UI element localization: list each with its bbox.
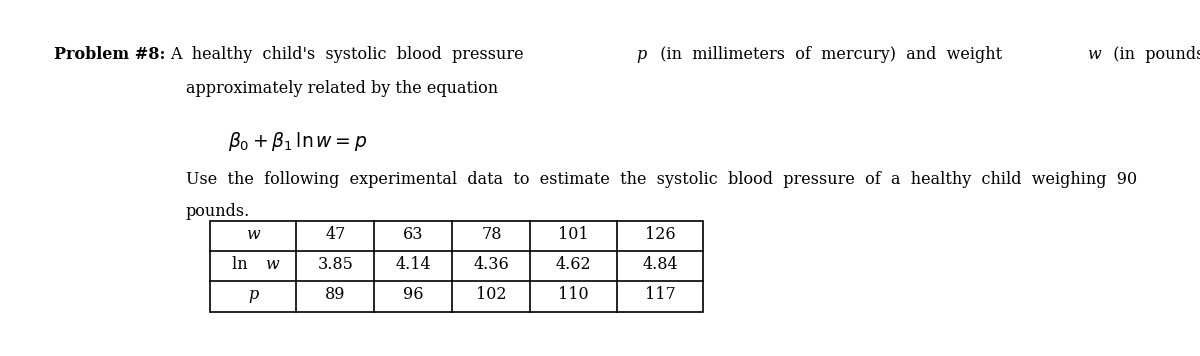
Text: Use  the  following  experimental  data  to  estimate  the  systolic  blood  pre: Use the following experimental data to e… [186,171,1138,188]
Text: 4.36: 4.36 [474,256,509,273]
Text: pounds.: pounds. [186,203,251,220]
Text: 4.62: 4.62 [556,256,592,273]
Text: 89: 89 [325,286,346,303]
Text: 47: 47 [325,226,346,242]
Text: 117: 117 [644,286,676,303]
Text: 101: 101 [558,226,589,242]
Text: (in  millimeters  of  mercury)  and  weight: (in millimeters of mercury) and weight [650,46,1008,63]
Text: 126: 126 [644,226,676,242]
Text: p: p [636,46,647,63]
Text: A  healthy  child's  systolic  blood  pressure: A healthy child's systolic blood pressur… [170,46,529,63]
Text: 96: 96 [403,286,424,303]
Text: w: w [265,256,278,273]
Text: ln: ln [232,256,252,273]
Text: 4.84: 4.84 [642,256,678,273]
Text: 4.14: 4.14 [396,256,431,273]
Text: 102: 102 [476,286,506,303]
Text: w: w [246,226,260,242]
Text: 110: 110 [558,286,589,303]
Text: 78: 78 [481,226,502,242]
Bar [210,221,703,312]
Text: 3.85: 3.85 [318,256,353,273]
Text: (in  pounds)  are: (in pounds) are [1103,46,1200,63]
Text: approximately related by the equation: approximately related by the equation [186,80,498,97]
Text: $\beta_0 + \beta_1\,\mathrm{ln}\,w = p$: $\beta_0 + \beta_1\,\mathrm{ln}\,w = p$ [228,130,367,153]
Text: w: w [1087,46,1100,63]
Text: Problem #8:: Problem #8: [54,46,166,63]
Text: 63: 63 [403,226,424,242]
Text: p: p [248,286,258,303]
